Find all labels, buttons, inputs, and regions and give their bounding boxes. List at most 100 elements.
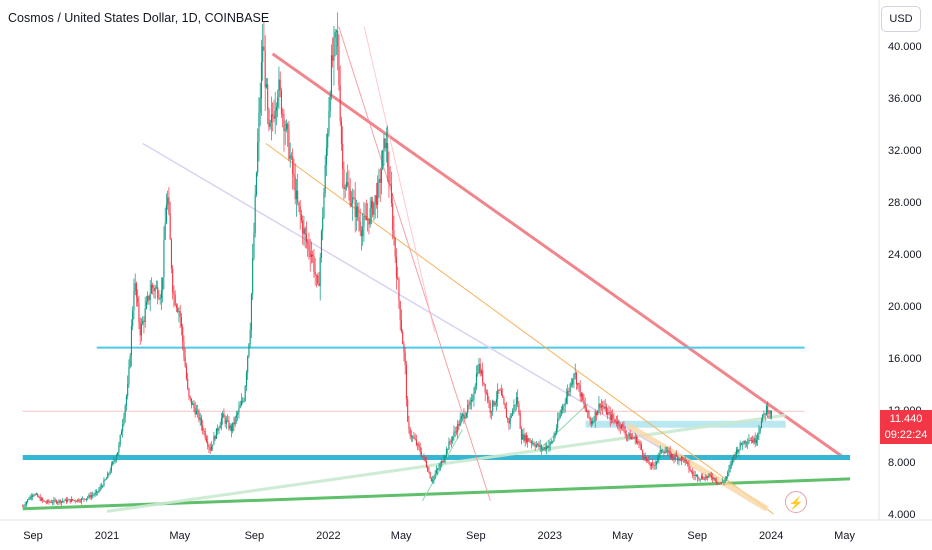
candle-body: [724, 478, 726, 482]
candle-body: [310, 254, 312, 258]
candle-body: [593, 420, 595, 422]
trendline[interactable]: [363, 26, 436, 333]
trendline[interactable]: [271, 52, 846, 460]
candle-body: [462, 414, 464, 417]
candle-body: [670, 454, 672, 458]
candle-body: [753, 438, 755, 443]
candle-body: [369, 208, 371, 225]
candle-body: [124, 405, 126, 417]
candle-body: [433, 475, 435, 480]
candle-body: [762, 414, 764, 421]
candle-body: [404, 352, 406, 366]
candle-body: [514, 404, 516, 406]
candle-body: [638, 441, 640, 444]
candle-body: [152, 284, 154, 288]
candle-body: [662, 451, 664, 453]
trendline[interactable]: [542, 403, 589, 447]
candle-body: [384, 138, 386, 149]
candle-body: [532, 442, 534, 444]
candle-body: [227, 420, 229, 422]
candle-body: [250, 293, 252, 330]
candle-body: [198, 410, 200, 420]
candle-body: [714, 477, 716, 482]
candle-body: [578, 383, 580, 386]
candle-body: [585, 408, 587, 413]
trendline[interactable]: [338, 26, 491, 502]
candle-body: [492, 400, 494, 412]
candle-body: [287, 124, 289, 130]
candle-body: [279, 79, 281, 91]
candle-body: [55, 500, 57, 503]
candle-body: [228, 420, 230, 429]
candle-body: [45, 502, 47, 504]
candle-body: [208, 445, 210, 448]
candle-body: [248, 343, 250, 357]
candle-body: [64, 499, 66, 501]
trendline[interactable]: [106, 413, 786, 513]
plot-area[interactable]: [22, 12, 851, 515]
candle-body: [315, 274, 317, 276]
candle-body: [737, 449, 739, 453]
candle-body: [560, 410, 562, 414]
candle-body: [125, 396, 127, 406]
candle-body: [628, 433, 630, 436]
trendline[interactable]: [421, 429, 463, 502]
candle-body: [657, 458, 659, 462]
candle-body: [607, 411, 609, 415]
candle-body: [678, 458, 680, 461]
candle-body: [582, 393, 584, 401]
candle-body: [207, 441, 209, 446]
candle-body: [409, 428, 411, 436]
candle-body: [728, 468, 730, 473]
candle-body: [160, 290, 162, 299]
trendline[interactable]: [142, 142, 685, 463]
candle-body: [675, 454, 677, 457]
candle-body: [614, 419, 616, 423]
candle-body: [735, 449, 737, 456]
candle-body: [398, 279, 400, 302]
candle-body: [150, 284, 152, 294]
candle-body: [744, 440, 746, 444]
candle-body: [190, 398, 192, 405]
candle-body: [470, 399, 472, 402]
candle-body: [355, 206, 357, 218]
candle-body: [408, 421, 410, 429]
candle-body: [357, 206, 359, 218]
candle-body: [305, 234, 307, 242]
candle-body: [663, 451, 665, 454]
candle-body: [363, 216, 365, 227]
candle-body: [495, 399, 497, 403]
candle-body: [694, 475, 696, 477]
candle-body: [155, 287, 157, 289]
candle-body: [438, 467, 440, 469]
candle-body: [468, 404, 470, 406]
candle-body: [334, 31, 336, 39]
candle-body: [254, 194, 256, 234]
candle-body: [290, 155, 292, 157]
candle-body: [165, 204, 167, 224]
trendline-drawings[interactable]: [22, 26, 851, 515]
candle-body: [395, 256, 397, 278]
currency-button[interactable]: USD: [881, 6, 921, 32]
candle-body: [547, 446, 549, 448]
candle-body: [580, 393, 582, 397]
candles[interactable]: [22, 12, 772, 508]
candle-body: [415, 439, 417, 445]
candle-body: [145, 301, 147, 309]
candle-body: [745, 442, 747, 444]
candle-body: [33, 495, 35, 496]
candle-body: [74, 500, 76, 502]
candle-body: [268, 109, 270, 127]
candle-body: [688, 463, 690, 470]
x-tick-label: Sep: [245, 530, 265, 542]
flash-icon[interactable]: ⚡: [785, 491, 807, 513]
candle-body: [352, 197, 354, 204]
candle-body: [765, 406, 767, 415]
trendline[interactable]: [626, 423, 769, 512]
candle-body: [40, 498, 42, 501]
candle-body: [652, 463, 654, 466]
candle-body: [590, 420, 592, 424]
y-tick-label: 40.000: [888, 41, 922, 53]
candle-body: [187, 378, 189, 389]
